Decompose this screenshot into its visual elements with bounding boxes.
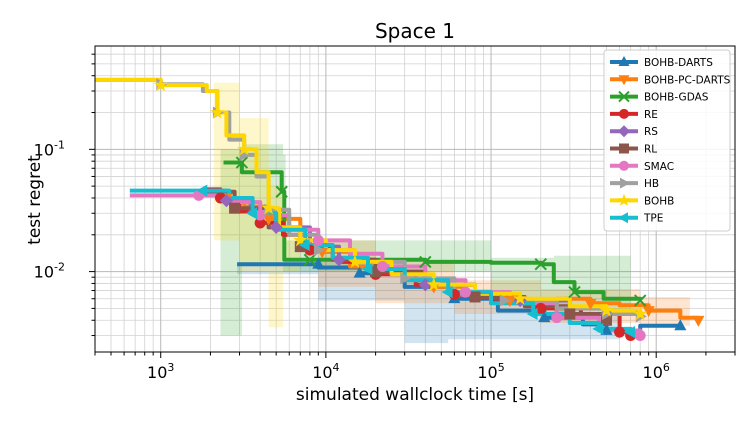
marker-tpe — [441, 286, 453, 299]
line-bohb-gdas — [223, 160, 643, 301]
legend-label-bohb: BOHB — [644, 195, 674, 207]
marker-re — [254, 217, 266, 229]
legend-marker-tpe — [618, 212, 628, 224]
marker-tpe — [526, 307, 538, 321]
marker-bohb-gdas — [275, 185, 288, 198]
legend-label-tpe: TPE — [643, 213, 663, 225]
legend-label-bohb-darts: BOHB-DARTS — [644, 57, 713, 69]
marker-bohb-gdas — [303, 253, 317, 266]
legend: BOHB-DARTS BOHB-PC-DARTS BOHB-GDAS RE RS RL SM… — [603, 49, 731, 232]
x-tick-label: 105 — [477, 361, 504, 382]
x-axis-label: simulated wallclock time [s] — [296, 385, 534, 405]
legend-label-bohb-pc-darts: BOHB-PC-DARTS — [644, 74, 731, 86]
marker-re — [614, 326, 626, 338]
marker-rl — [229, 202, 241, 214]
marker-rl — [370, 266, 382, 278]
marker-bohb-darts — [600, 323, 613, 335]
band-bohb-darts — [237, 261, 620, 344]
marker-bohb — [261, 200, 276, 215]
marker-smac — [254, 209, 266, 221]
legend-label-rl: RL — [644, 144, 657, 156]
legend-marker-smac — [619, 160, 629, 171]
marker-bohb — [599, 303, 614, 317]
marker-rl — [294, 241, 306, 253]
marker-smac — [312, 234, 324, 246]
marker-smac — [376, 261, 388, 273]
legend-marker-rs — [618, 125, 630, 138]
marker-tpe — [196, 184, 208, 197]
marker-bohb-gdas — [235, 156, 249, 169]
marker-hb — [499, 294, 511, 307]
marker-rs — [418, 278, 432, 292]
legend-label-bohb-gdas: BOHB-GDAS — [644, 92, 709, 104]
plot-frame — [94, 45, 736, 353]
marker-rs — [269, 220, 283, 234]
marker-bohb — [513, 291, 528, 305]
legend-marker-bohb — [617, 193, 631, 206]
marker-bohb — [633, 306, 648, 320]
legend-marker-hb — [620, 177, 630, 189]
marker-tpe — [246, 207, 258, 220]
legend-label-re: RE — [644, 109, 658, 121]
marker-smac — [459, 286, 471, 298]
marker-bohb-darts — [312, 257, 325, 269]
marker-bohb-gdas — [633, 294, 647, 307]
marker-bohb-gdas — [419, 255, 432, 269]
axis-ticks: 103 104 105 106 10-2 10-1 — [34, 53, 736, 382]
marker-bohb-pc-darts — [692, 315, 705, 327]
y-tick-label: 10-1 — [34, 138, 65, 159]
marker-hb — [313, 244, 325, 257]
legend-marker-bohb-pc-darts — [618, 75, 630, 86]
marker-bohb-pc-darts — [584, 298, 597, 310]
marker-tpe — [361, 262, 373, 276]
marker-bohb-darts — [674, 319, 687, 331]
marker-tpe — [592, 322, 604, 335]
legend-marker-re — [619, 108, 629, 119]
marker-bohb-darts — [353, 266, 366, 278]
y-axis-label: test regret — [25, 155, 45, 245]
marker-hb — [400, 272, 412, 285]
marker-rl — [564, 308, 576, 320]
marker-bohb — [347, 254, 362, 268]
marker-smac — [551, 312, 563, 324]
marker-bohb-pc-darts — [262, 214, 275, 226]
legend-label-hb: HB — [644, 178, 659, 190]
marker-smac — [634, 330, 646, 342]
y-tick-label: 10-2 — [34, 261, 65, 282]
marker-rl — [600, 314, 612, 326]
chart-title: Space 1 — [375, 19, 455, 43]
legend-marker-rl — [619, 143, 629, 154]
legend-label-rs: RS — [644, 126, 658, 138]
marker-bohb-gdas — [534, 257, 547, 271]
marker-bohb-darts — [538, 311, 551, 323]
marker-re — [535, 302, 547, 314]
marker-rs — [332, 253, 346, 267]
marker-rl — [469, 291, 481, 303]
marker-bohb — [210, 105, 225, 119]
legend-label-smac: SMAC — [644, 161, 674, 173]
marker-bohb-pc-darts — [642, 306, 655, 318]
marker-bohb — [153, 77, 168, 92]
legend-marker-bohb-darts — [618, 56, 630, 66]
marker-bohb — [237, 141, 252, 156]
legend-marker-bohb-gdas — [618, 90, 630, 103]
series-markers — [153, 77, 705, 342]
marker-bohb — [426, 277, 441, 291]
x-tick-label: 106 — [643, 361, 670, 382]
marker-tpe — [624, 326, 636, 339]
x-tick-label: 104 — [312, 361, 339, 382]
marker-tpe — [298, 238, 310, 252]
x-tick-label: 103 — [147, 361, 174, 382]
marker-bohb — [293, 233, 308, 247]
band-bohb-gdas — [220, 144, 631, 336]
marker-bohb-gdas — [568, 285, 581, 299]
